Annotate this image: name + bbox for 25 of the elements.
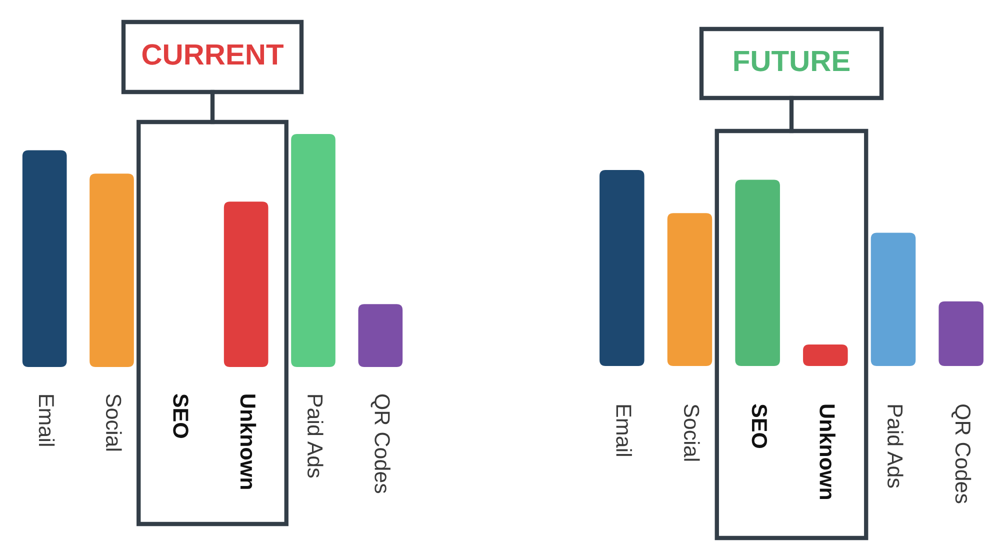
chart-title: FUTURE	[734, 50, 850, 72]
bar	[600, 170, 644, 366]
x-tick-label: QR Codes	[951, 404, 972, 504]
x-tick-label: Email	[38, 395, 55, 446]
bar	[358, 304, 403, 367]
x-tick-label: Unknown	[240, 394, 256, 489]
bar	[22, 150, 67, 367]
bar	[291, 134, 336, 367]
x-tick-label: Unknown	[820, 404, 836, 500]
x-tick-label: SEO	[752, 404, 768, 448]
bar	[870, 232, 916, 366]
x-tick-label: Social	[684, 404, 700, 461]
x-tick-label: Email	[616, 405, 632, 456]
x-tick-label: SEO	[173, 394, 188, 438]
x-tick-label: Paid Ads	[887, 405, 904, 488]
bar	[735, 180, 780, 366]
bar	[224, 202, 268, 367]
x-tick-label: QR Codes	[370, 394, 390, 494]
bar	[938, 301, 984, 366]
bar	[667, 213, 712, 366]
chart-title: CURRENT	[142, 44, 284, 65]
bar	[90, 174, 134, 367]
x-tick-label: Social	[106, 394, 122, 451]
x-tick-label: Paid Ads	[307, 395, 324, 478]
bar	[803, 344, 848, 366]
